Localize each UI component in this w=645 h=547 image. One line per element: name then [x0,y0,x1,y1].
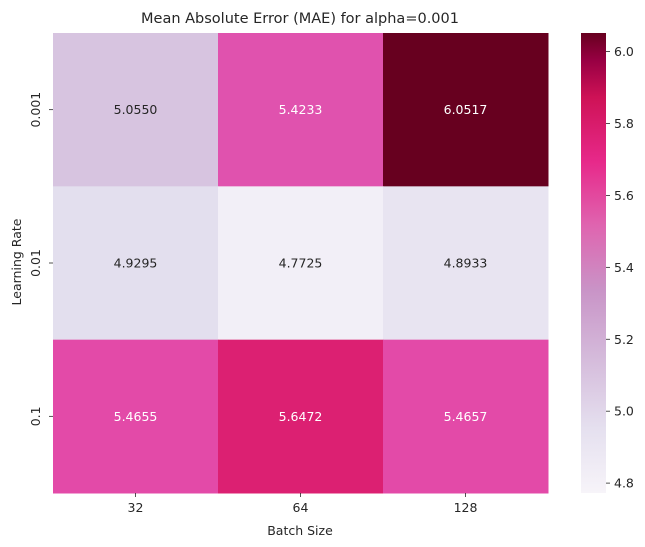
cell-value-label: 5.4657 [444,409,488,424]
x-tick-label: 32 [128,500,144,515]
x-axis-ticks: 32 64 128 [128,493,478,515]
colorbar-tick-label: 5.0 [614,404,634,419]
x-axis-label: Batch Size [267,523,333,538]
cell-value-label: 5.6472 [279,409,323,424]
x-tick-label: 64 [293,500,309,515]
y-tick-label: 0.01 [28,249,43,277]
y-tick-label: 0.1 [28,406,43,426]
heatmap-cell [218,33,384,187]
chart-title: Mean Absolute Error (MAE) for alpha=0.00… [141,11,459,27]
y-axis-ticks: 0.001 0.01 0.1 [28,92,53,426]
heatmap-cell [383,186,549,341]
cell-value-label: 5.0550 [114,102,158,117]
colorbar-tick-label: 5.6 [614,188,634,203]
heatmap-cell [218,339,384,494]
heatmap-cell [53,186,219,341]
heatmap-cell [53,339,219,494]
heatmap-cell [383,339,549,494]
y-tick-label: 0.001 [28,92,43,128]
colorbar-tick-label: 6.0 [614,44,634,59]
colorbar-ticks: 4.8 5.0 5.2 5.4 5.6 5.8 6.0 [606,44,634,491]
colorbar-tick-label: 5.8 [614,116,634,131]
cell-value-label: 4.7725 [279,256,323,271]
heatmap-cell [53,33,219,187]
colorbar-tick-label: 5.4 [614,260,634,275]
cell-value-label: 4.8933 [444,256,488,271]
x-tick-label: 128 [454,500,478,515]
cell-value-label: 6.0517 [444,102,488,117]
colorbar-tick-label: 4.8 [614,476,634,491]
heatmap-cell [218,186,384,341]
cell-value-label: 5.4655 [114,409,158,424]
cell-value-label: 4.9295 [114,256,158,271]
colorbar-gradient [581,33,606,493]
y-axis-label: Learning Rate [9,218,24,305]
colorbar-tick-label: 5.2 [614,332,634,347]
heatmap-cells [53,33,549,494]
cell-value-label: 5.4233 [279,102,323,117]
cell-annotations: 5.0550 5.4233 6.0517 4.9295 4.7725 4.8933 5.46… [114,102,488,424]
heatmap-cell [383,33,549,187]
colorbar: 4.8 5.0 5.2 5.4 5.6 5.8 6.0 [581,33,634,493]
